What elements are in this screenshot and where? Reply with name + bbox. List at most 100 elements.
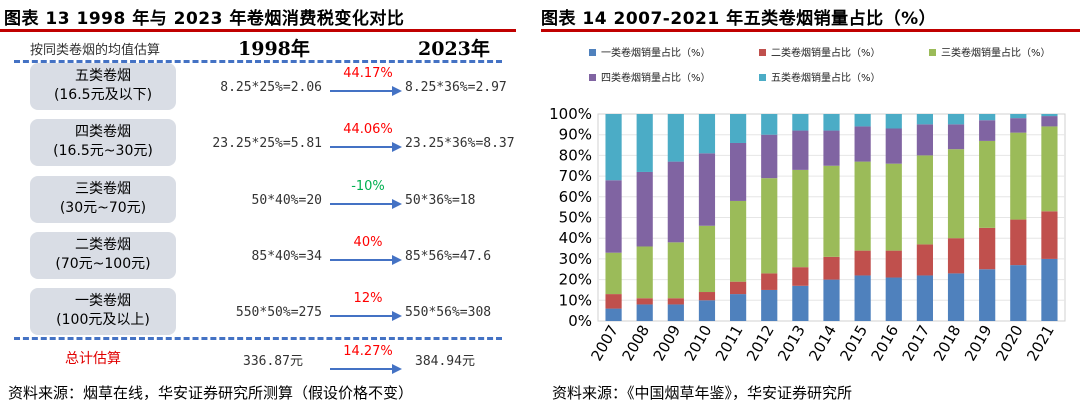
x-tick-label: 2020 xyxy=(992,322,1027,364)
bar-segment xyxy=(979,140,996,228)
bar-segment xyxy=(605,114,622,181)
bar-segment xyxy=(667,304,684,321)
legend-swatch xyxy=(929,49,936,56)
change-percent: 40% xyxy=(353,235,383,250)
bar-segment xyxy=(947,114,965,125)
y-tick-label: 60% xyxy=(559,188,592,206)
bar-segment xyxy=(792,267,809,286)
bar-segment xyxy=(698,292,716,301)
bar-segment xyxy=(823,279,840,321)
bar-segment xyxy=(730,294,747,321)
x-tick-label: 2021 xyxy=(1023,322,1058,364)
bar-segment xyxy=(823,256,840,280)
change-arrow xyxy=(330,195,402,214)
calc-2023: 23.25*36%=8.37 xyxy=(405,136,515,151)
category-name: 五类卷烟 xyxy=(75,68,131,84)
header-year-2023: 2023年 xyxy=(418,38,490,60)
bar-segment xyxy=(916,244,933,276)
bar-segment xyxy=(605,180,622,253)
change-percent: 44.06% xyxy=(343,122,393,137)
legend-label: 二类卷烟销量占比（%） xyxy=(771,46,881,59)
y-tick-label: 100% xyxy=(549,105,592,123)
legend-label: 四类卷烟销量占比（%） xyxy=(601,71,711,84)
bar-segment xyxy=(730,114,747,143)
bar-segment xyxy=(1041,114,1058,117)
bar-segment xyxy=(761,134,778,179)
bar-segment xyxy=(792,114,809,131)
legend-swatch xyxy=(759,74,766,81)
bar-segment xyxy=(636,246,653,299)
bar-segment xyxy=(979,114,996,121)
change-percent: 44.17% xyxy=(343,66,393,81)
bar-segment xyxy=(667,298,684,305)
bar-segment xyxy=(979,227,996,270)
calc-2023: 50*36%=18 xyxy=(405,193,476,208)
bar-segment xyxy=(636,114,653,172)
bar-segment xyxy=(1010,114,1027,119)
bar-segment xyxy=(605,308,622,321)
bar-segment xyxy=(730,281,747,295)
calc-1998: 23.25*25%=5.81 xyxy=(212,136,322,151)
x-tick-label: 2015 xyxy=(836,322,871,364)
bar-segment xyxy=(792,285,809,321)
category-name: 三类卷烟 xyxy=(75,181,131,197)
x-tick-label: 2007 xyxy=(587,322,622,364)
category-box: 二类卷烟 (70元~100元) xyxy=(30,232,176,279)
bar-segment xyxy=(667,114,684,162)
bar-segment xyxy=(761,289,778,321)
bar-segment xyxy=(792,130,809,170)
category-name: 二类卷烟 xyxy=(75,237,131,253)
header-label: 按同类卷烟的均值估算 xyxy=(30,43,161,58)
left-figure-title: 图表 13 1998 年与 2023 年卷烟消费税变化对比 xyxy=(4,9,405,29)
bar-segment xyxy=(761,273,778,290)
bar-segment xyxy=(1041,126,1058,212)
bar-segment xyxy=(979,120,996,141)
x-tick-label: 2016 xyxy=(868,322,903,364)
change-arrow xyxy=(330,251,402,270)
bar-segment xyxy=(698,300,716,321)
total-change-percent: 14.27% xyxy=(343,344,393,359)
legend-swatch xyxy=(589,74,596,81)
header-year-1998: 1998年 xyxy=(238,38,310,60)
y-tick-label: 80% xyxy=(559,146,592,164)
legend-swatch xyxy=(759,49,766,56)
bar-segment xyxy=(979,269,996,321)
right-source-note: 资料来源：《中国烟草年鉴》，华安证券研究所 xyxy=(552,384,853,402)
bar-segment xyxy=(823,130,840,166)
total-change-arrow xyxy=(330,360,402,379)
change-arrow xyxy=(330,138,402,157)
x-tick-label: 2018 xyxy=(930,322,965,364)
calc-1998: 85*40%=34 xyxy=(251,249,322,264)
category-price-range: (100元及以上) xyxy=(56,312,150,328)
x-tick-label: 2008 xyxy=(618,322,653,364)
category-box: 一类卷烟 (100元及以上) xyxy=(30,288,176,335)
x-tick-label: 2017 xyxy=(899,322,934,364)
bar-segment xyxy=(1010,219,1027,266)
change-arrow xyxy=(330,307,402,326)
top-dashed-divider xyxy=(14,60,502,63)
right-figure-title: 图表 14 2007-2021 年五类卷烟销量占比（%） xyxy=(541,9,937,29)
y-tick-label: 30% xyxy=(559,250,592,268)
bar-segment xyxy=(823,165,840,257)
calc-1998: 8.25*25%=2.06 xyxy=(220,80,322,95)
category-box: 四类卷烟 (16.5元~30元) xyxy=(30,119,176,166)
bar-segment xyxy=(1010,118,1027,133)
y-tick-label: 20% xyxy=(559,271,592,289)
category-price-range: (30元~70元) xyxy=(59,200,147,216)
bar-segment xyxy=(667,242,684,299)
bar-segment xyxy=(636,298,653,305)
x-tick-label: 2013 xyxy=(774,322,809,364)
bar-segment xyxy=(636,171,653,247)
bar-segment xyxy=(854,275,871,321)
category-price-range: (70元~100元) xyxy=(55,256,151,272)
bar-segment xyxy=(1041,258,1058,321)
y-tick-label: 70% xyxy=(559,167,592,185)
x-tick-label: 2012 xyxy=(743,322,778,364)
legend-label: 三类卷烟销量占比（%） xyxy=(941,46,1051,59)
bar-segment xyxy=(698,225,716,293)
calc-2023: 550*56%=308 xyxy=(405,305,492,320)
bar-segment xyxy=(885,114,902,129)
bar-segment xyxy=(947,149,965,239)
bar-segment xyxy=(916,124,933,156)
left-title-rule xyxy=(0,29,516,32)
